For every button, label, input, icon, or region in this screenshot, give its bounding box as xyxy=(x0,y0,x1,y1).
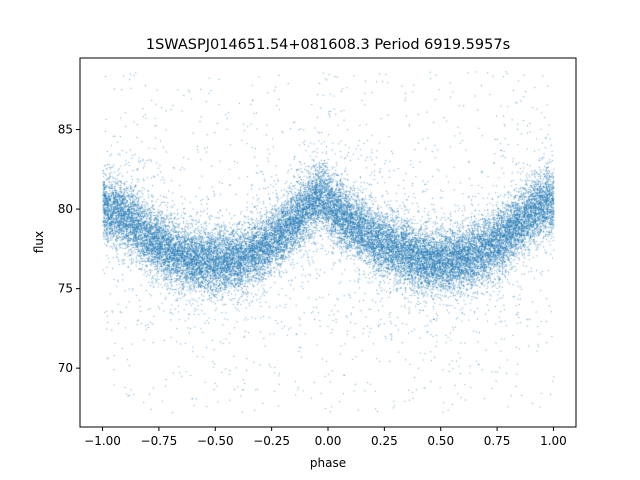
x-tick-label: 0.00 xyxy=(315,434,342,448)
x-axis-label: phase xyxy=(310,456,346,470)
x-tick-label: 0.50 xyxy=(427,434,454,448)
x-tick-label: 0.25 xyxy=(371,434,398,448)
x-tick-label: 1.00 xyxy=(540,434,567,448)
chart-title: 1SWASPJ014651.54+081608.3 Period 6919.59… xyxy=(146,37,510,53)
x-tick-label: −0.50 xyxy=(197,434,234,448)
y-tick-label: 80 xyxy=(58,202,73,216)
x-tick-label: −1.00 xyxy=(84,434,121,448)
data-points xyxy=(80,58,576,427)
x-axis: −1.00 −0.75 −0.50 −0.25 0.00 0.25 0.50 0.75 1.00 xyxy=(84,427,567,448)
y-tick-label: 70 xyxy=(58,361,73,375)
y-axis: 70 75 80 85 xyxy=(58,123,80,375)
x-tick-label: 0.75 xyxy=(484,434,511,448)
y-tick-label: 85 xyxy=(58,123,73,137)
y-tick-label: 75 xyxy=(58,282,73,296)
y-axis-label: flux xyxy=(32,231,46,253)
x-tick-label: −0.75 xyxy=(141,434,178,448)
scatter-markers xyxy=(80,58,576,427)
x-tick-label: −0.25 xyxy=(253,434,290,448)
